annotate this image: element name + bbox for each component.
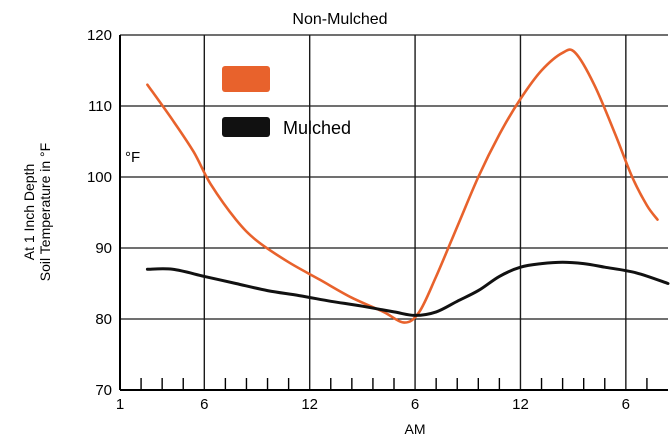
- x-axis-label: AM: [405, 421, 426, 437]
- chart-title: Non-Mulched: [292, 11, 387, 28]
- x-tick-label: 12: [301, 396, 318, 413]
- legend: Mulched: [222, 66, 351, 138]
- y-tick-label: 120: [87, 27, 112, 44]
- unit-label: °F: [125, 149, 140, 166]
- grid: [120, 34, 668, 390]
- y-tick-label: 70: [95, 382, 112, 399]
- x-tick-label: 12: [512, 396, 529, 413]
- y-axis-label-line-2: Soil Temperature in °F: [37, 143, 53, 281]
- y-axis-label: At 1 Inch Depth Soil Temperature in °F: [21, 143, 53, 281]
- series: [145, 48, 670, 324]
- series-line-mulched: [145, 260, 670, 317]
- legend-swatch-mulched: [222, 117, 270, 137]
- y-tick-label: 100: [87, 169, 112, 186]
- y-tick-label: 80: [95, 311, 112, 328]
- series-line-non-mulched: [146, 48, 659, 324]
- x-tick-label: 6: [200, 396, 208, 413]
- y-tick-labels: 70 80 90 100 110 120: [87, 27, 112, 399]
- legend-label-mulched: Mulched: [283, 118, 351, 138]
- x-tick-label: 6: [411, 396, 419, 413]
- x-minor-ticks: [140, 378, 648, 390]
- y-axis-label-line-1: At 1 Inch Depth: [21, 164, 37, 261]
- legend-swatch-non-mulched: [222, 66, 270, 92]
- x-tick-labels: 1 6 12 6 12 6: [116, 396, 630, 413]
- x-tick-label: 1: [116, 396, 124, 413]
- x-tick-label: 6: [622, 396, 630, 413]
- y-tick-label: 90: [95, 240, 112, 257]
- axes: [119, 35, 668, 391]
- y-tick-label: 110: [88, 98, 112, 115]
